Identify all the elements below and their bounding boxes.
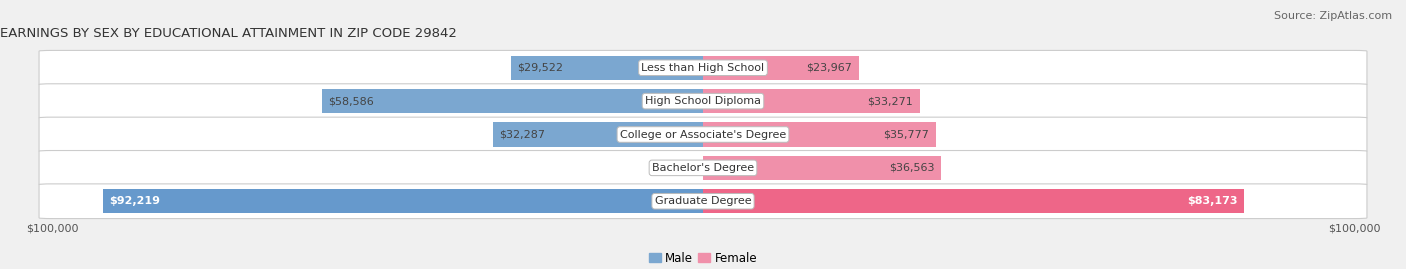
- Text: High School Diploma: High School Diploma: [645, 96, 761, 106]
- Bar: [703, 122, 936, 147]
- FancyBboxPatch shape: [39, 184, 1367, 219]
- Text: Bachelor's Degree: Bachelor's Degree: [652, 163, 754, 173]
- Text: Source: ZipAtlas.com: Source: ZipAtlas.com: [1274, 11, 1392, 21]
- Bar: [703, 189, 1244, 213]
- Text: $29,522: $29,522: [517, 63, 564, 73]
- Legend: Male, Female: Male, Female: [644, 247, 762, 269]
- FancyBboxPatch shape: [39, 50, 1367, 85]
- Text: Graduate Degree: Graduate Degree: [655, 196, 751, 206]
- Bar: [510, 56, 703, 80]
- FancyBboxPatch shape: [39, 151, 1367, 185]
- Text: $35,777: $35,777: [883, 129, 929, 140]
- Text: $36,563: $36,563: [889, 163, 935, 173]
- Bar: [703, 56, 859, 80]
- Text: $33,271: $33,271: [868, 96, 912, 106]
- FancyBboxPatch shape: [39, 84, 1367, 118]
- FancyBboxPatch shape: [39, 117, 1367, 152]
- Bar: [494, 122, 703, 147]
- Text: $92,219: $92,219: [110, 196, 160, 206]
- Text: $32,287: $32,287: [499, 129, 546, 140]
- Text: $0: $0: [710, 163, 724, 173]
- Bar: [103, 189, 703, 213]
- Bar: [322, 89, 703, 113]
- Text: $23,967: $23,967: [807, 63, 852, 73]
- Text: Less than High School: Less than High School: [641, 63, 765, 73]
- Bar: [703, 89, 920, 113]
- Text: $58,586: $58,586: [328, 96, 374, 106]
- Text: $83,173: $83,173: [1188, 196, 1237, 206]
- Text: College or Associate's Degree: College or Associate's Degree: [620, 129, 786, 140]
- Bar: [703, 156, 941, 180]
- Text: EARNINGS BY SEX BY EDUCATIONAL ATTAINMENT IN ZIP CODE 29842: EARNINGS BY SEX BY EDUCATIONAL ATTAINMEN…: [0, 27, 457, 40]
